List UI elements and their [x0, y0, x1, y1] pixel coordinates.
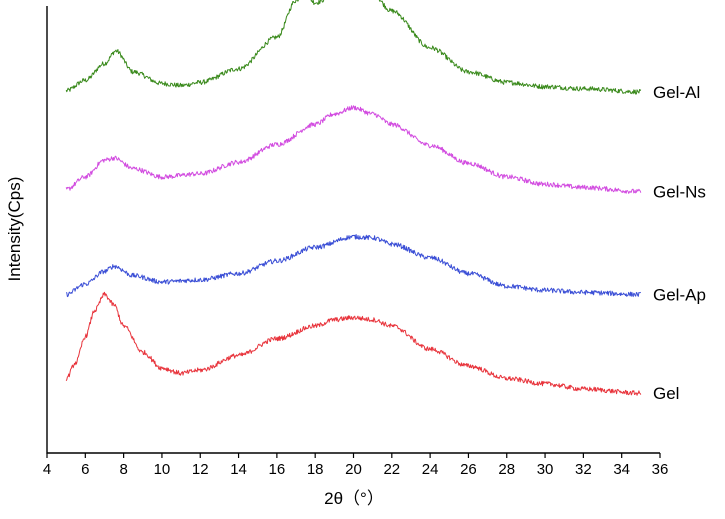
- x-tick-label: 16: [269, 461, 286, 478]
- x-tick-label: 20: [345, 461, 362, 478]
- x-tick-label: 32: [575, 461, 592, 478]
- series-label-gel-ns: Gel-Ns: [653, 183, 706, 202]
- x-tick-label: 6: [81, 461, 89, 478]
- plot-axes: [46, 6, 660, 454]
- y-axis-title: Intensity(Cps): [5, 177, 24, 282]
- x-tick-label: 10: [154, 461, 171, 478]
- series-layer: [65, 0, 642, 396]
- series-label-gel-ap: Gel-Ap: [653, 286, 706, 305]
- x-tick-label: 24: [422, 461, 439, 478]
- x-tick-label: 22: [383, 461, 400, 478]
- x-axis-ticks: 4 6 8 10 12 14 16 18 20 22 24 26 28 30 32 34 36: [43, 453, 669, 478]
- x-tick-label: 26: [460, 461, 477, 478]
- x-tick-label: 14: [230, 461, 247, 478]
- series-gel-al-line: [65, 0, 642, 95]
- series-gel-ap-line: [65, 234, 642, 298]
- x-tick-label: 36: [652, 461, 669, 478]
- series-gel-ns-line: [65, 105, 642, 194]
- series-label-gel: Gel: [653, 384, 679, 403]
- x-tick-label: 4: [43, 461, 51, 478]
- x-tick-label: 8: [119, 461, 127, 478]
- x-tick-label: 30: [537, 461, 554, 478]
- series-label-gel-al: Gel-Al: [653, 83, 700, 102]
- x-tick-label: 18: [307, 461, 324, 478]
- x-tick-label: 12: [192, 461, 209, 478]
- x-tick-label: 28: [498, 461, 515, 478]
- series-labels: Gel-Al Gel-Ns Gel-Ap Gel: [653, 83, 706, 403]
- x-tick-label: 34: [613, 461, 630, 478]
- x-axis-title: 2θ（°）: [324, 489, 384, 508]
- series-gel-line: [65, 291, 642, 396]
